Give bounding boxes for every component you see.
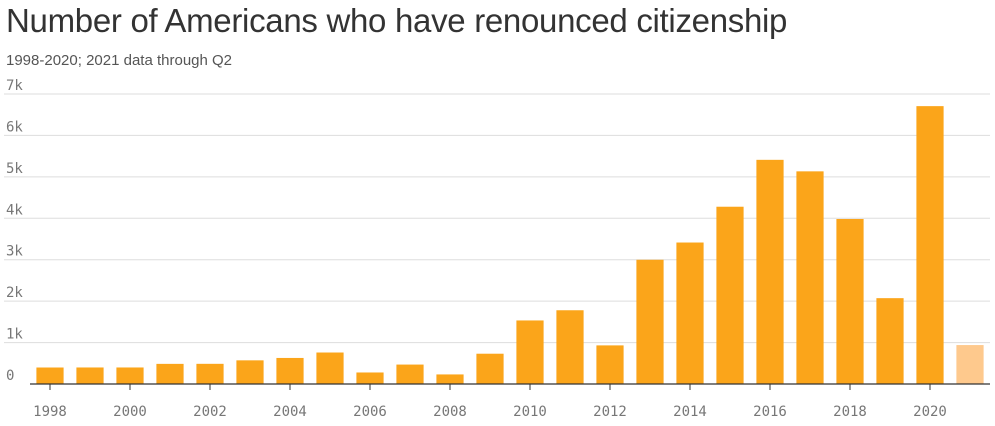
y-tick-label: 2k <box>6 285 23 301</box>
x-tick-label: 2012 <box>593 404 627 420</box>
bar-2002 <box>196 363 224 384</box>
chart-title: Number of Americans who have renounced c… <box>6 2 788 39</box>
bar-1998 <box>36 367 64 384</box>
bar-1999 <box>76 367 104 384</box>
bar-2020 <box>916 106 944 384</box>
y-tick-label: 6k <box>6 119 23 135</box>
x-axis <box>30 383 990 390</box>
bars <box>36 106 984 384</box>
y-tick-label: 3k <box>6 244 23 260</box>
bar-2009 <box>476 353 504 384</box>
bar-2013 <box>636 259 664 384</box>
y-tick-label: 0 <box>6 368 14 384</box>
bar-2011 <box>556 310 584 384</box>
x-tick-label: 2002 <box>193 404 227 420</box>
x-tick-label: 1998 <box>33 404 67 420</box>
bar-2004 <box>276 357 304 384</box>
bar-2008 <box>436 374 464 384</box>
bar-2017 <box>796 171 824 384</box>
bar-2015 <box>716 206 744 384</box>
bar-2018 <box>836 218 864 384</box>
bar-2019 <box>876 298 904 384</box>
x-tick-label: 2000 <box>113 404 147 420</box>
x-tick-label: 2016 <box>753 404 787 420</box>
y-tick-label: 4k <box>6 202 23 218</box>
y-tick-label: 7k <box>6 78 23 94</box>
chart-subtitle: 1998-2020; 2021 data through Q2 <box>6 52 233 69</box>
x-tick-label: 2006 <box>353 404 387 420</box>
x-tick-label: 2018 <box>833 404 867 420</box>
x-tick-label: 2014 <box>673 404 707 420</box>
y-axis-labels: 0 1k 2k 3k 4k 5k 6k 7k <box>6 78 23 384</box>
bar-2006 <box>356 372 384 384</box>
bar-2003 <box>236 360 264 384</box>
bar-2005 <box>316 352 344 384</box>
bar-2021 <box>956 345 984 384</box>
x-axis-labels: 1998 2000 2002 2004 2006 2008 2010 2012 2014 2016… <box>33 404 947 420</box>
x-tick-label: 2004 <box>273 404 307 420</box>
bar-2014 <box>676 242 704 384</box>
bar-2010 <box>516 320 544 384</box>
bar-2001 <box>156 363 184 384</box>
x-tick-label: 2010 <box>513 404 547 420</box>
bar-2000 <box>116 367 144 384</box>
gridlines <box>4 93 990 344</box>
y-tick-label: 5k <box>6 161 23 177</box>
bar-2016 <box>756 159 784 384</box>
x-tick-label: 2008 <box>433 404 467 420</box>
y-tick-label: 1k <box>6 327 23 343</box>
x-tick-label: 2020 <box>913 404 947 420</box>
bar-2007 <box>396 364 424 384</box>
bar-2012 <box>596 345 624 384</box>
